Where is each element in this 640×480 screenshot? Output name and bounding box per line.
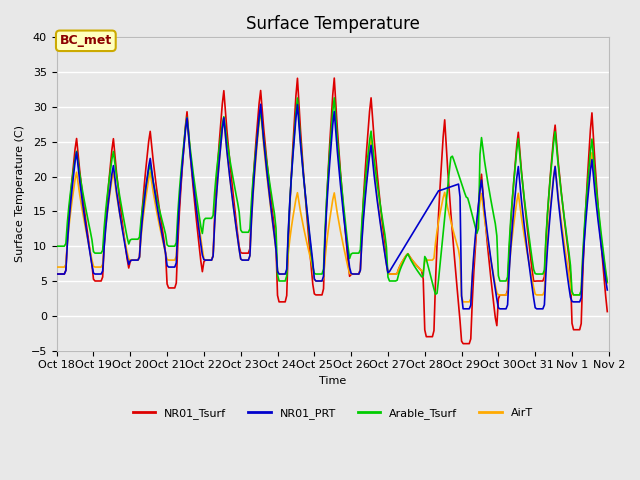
Title: Surface Temperature: Surface Temperature [246, 15, 420, 33]
Y-axis label: Surface Temperature (C): Surface Temperature (C) [15, 125, 25, 263]
Text: BC_met: BC_met [60, 34, 112, 48]
Legend: NR01_Tsurf, NR01_PRT, Arable_Tsurf, AirT: NR01_Tsurf, NR01_PRT, Arable_Tsurf, AirT [129, 403, 537, 423]
X-axis label: Time: Time [319, 376, 346, 386]
